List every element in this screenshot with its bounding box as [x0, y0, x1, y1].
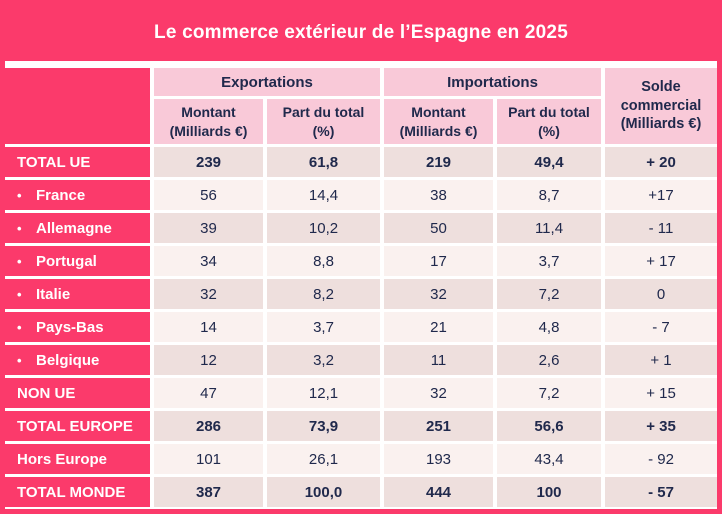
- cell-importations-montant: 38: [384, 180, 493, 210]
- cell-importations-part: 7,2: [497, 378, 601, 408]
- cell-importations-montant: 32: [384, 378, 493, 408]
- cell-solde-commercial: - 92: [605, 444, 717, 474]
- trade-table: Exportations Importations Solde commerci…: [5, 68, 717, 507]
- column-header-importations-montant: Montant (Milliards €): [384, 99, 493, 144]
- bullet-icon: •: [17, 352, 22, 368]
- cell-importations-montant: 219: [384, 147, 493, 177]
- corner-cell: [5, 68, 150, 144]
- cell-exportations-montant: 32: [154, 279, 263, 309]
- cell-importations-part: 56,6: [497, 411, 601, 441]
- row-label: TOTAL MONDE: [17, 483, 126, 501]
- bullet-icon: •: [17, 319, 22, 335]
- cell-exportations-montant: 47: [154, 378, 263, 408]
- row-label: Portugal: [36, 252, 97, 270]
- cell-exportations-part: 61,8: [267, 147, 380, 177]
- cell-exportations-part: 100,0: [267, 477, 380, 507]
- cell-importations-part: 2,6: [497, 345, 601, 375]
- row-label: France: [36, 186, 86, 204]
- row-header-total-ue: • TOTAL UE: [5, 147, 150, 177]
- row-label: TOTAL UE: [17, 153, 91, 171]
- column-group-exportations: Exportations: [154, 68, 380, 96]
- cell-exportations-montant: 39: [154, 213, 263, 243]
- cell-exportations-montant: 286: [154, 411, 263, 441]
- row-header-pays-bas: • Pays-Bas: [5, 312, 150, 342]
- cell-exportations-montant: 34: [154, 246, 263, 276]
- cell-exportations-montant: 14: [154, 312, 263, 342]
- row-header-belgique: • Belgique: [5, 345, 150, 375]
- cell-importations-part: 49,4: [497, 147, 601, 177]
- cell-solde-commercial: + 17: [605, 246, 717, 276]
- bullet-icon: •: [17, 286, 22, 302]
- bullet-icon: •: [17, 253, 22, 269]
- column-header-solde-commercial: Solde commercial (Milliards €): [605, 68, 717, 144]
- cell-solde-commercial: + 20: [605, 147, 717, 177]
- row-label: TOTAL EUROPE: [17, 417, 133, 435]
- row-label: NON UE: [17, 384, 76, 402]
- row-header-france: • France: [5, 180, 150, 210]
- cell-importations-montant: 21: [384, 312, 493, 342]
- column-header-exportations-part: Part du total (%): [267, 99, 380, 144]
- cell-importations-montant: 251: [384, 411, 493, 441]
- bullet-icon: •: [17, 187, 22, 203]
- cell-exportations-part: 73,9: [267, 411, 380, 441]
- cell-solde-commercial: - 11: [605, 213, 717, 243]
- row-header-total-monde: • TOTAL MONDE: [5, 477, 150, 507]
- cell-importations-montant: 444: [384, 477, 493, 507]
- cell-solde-commercial: - 7: [605, 312, 717, 342]
- title-band: Le commerce extérieur de l’Espagne en 20…: [5, 5, 717, 61]
- column-group-importations: Importations: [384, 68, 601, 96]
- row-header-total-europe: • TOTAL EUROPE: [5, 411, 150, 441]
- cell-importations-montant: 193: [384, 444, 493, 474]
- cell-exportations-part: 10,2: [267, 213, 380, 243]
- cell-importations-part: 100: [497, 477, 601, 507]
- cell-exportations-part: 12,1: [267, 378, 380, 408]
- cell-importations-part: 8,7: [497, 180, 601, 210]
- cell-importations-montant: 32: [384, 279, 493, 309]
- cell-exportations-part: 8,2: [267, 279, 380, 309]
- cell-solde-commercial: + 15: [605, 378, 717, 408]
- row-label: Allemagne: [36, 219, 112, 237]
- cell-exportations-part: 8,8: [267, 246, 380, 276]
- cell-importations-part: 4,8: [497, 312, 601, 342]
- row-label: Belgique: [36, 351, 100, 369]
- cell-exportations-montant: 56: [154, 180, 263, 210]
- cell-importations-part: 7,2: [497, 279, 601, 309]
- cell-solde-commercial: + 1: [605, 345, 717, 375]
- column-header-exportations-montant: Montant (Milliards €): [154, 99, 263, 144]
- bullet-icon: •: [17, 220, 22, 236]
- cell-exportations-part: 14,4: [267, 180, 380, 210]
- page-title: Le commerce extérieur de l’Espagne en 20…: [154, 22, 568, 43]
- cell-solde-commercial: + 35: [605, 411, 717, 441]
- row-label: Italie: [36, 285, 71, 303]
- cell-importations-montant: 11: [384, 345, 493, 375]
- row-header-portugal: • Portugal: [5, 246, 150, 276]
- cell-exportations-part: 3,7: [267, 312, 380, 342]
- cell-importations-montant: 17: [384, 246, 493, 276]
- column-header-importations-part: Part du total (%): [497, 99, 601, 144]
- cell-importations-montant: 50: [384, 213, 493, 243]
- cell-solde-commercial: +17: [605, 180, 717, 210]
- row-header-allemagne: • Allemagne: [5, 213, 150, 243]
- cell-exportations-montant: 101: [154, 444, 263, 474]
- row-header-non-ue: • NON UE: [5, 378, 150, 408]
- cell-solde-commercial: - 57: [605, 477, 717, 507]
- cell-exportations-montant: 239: [154, 147, 263, 177]
- cell-importations-part: 3,7: [497, 246, 601, 276]
- cell-importations-part: 43,4: [497, 444, 601, 474]
- row-header-hors-europe: • Hors Europe: [5, 444, 150, 474]
- row-label: Hors Europe: [17, 450, 108, 468]
- cell-exportations-montant: 387: [154, 477, 263, 507]
- cell-importations-part: 11,4: [497, 213, 601, 243]
- row-header-italie: • Italie: [5, 279, 150, 309]
- cell-solde-commercial: 0: [605, 279, 717, 309]
- cell-exportations-part: 3,2: [267, 345, 380, 375]
- cell-exportations-part: 26,1: [267, 444, 380, 474]
- row-label: Pays-Bas: [36, 318, 104, 336]
- cell-exportations-montant: 12: [154, 345, 263, 375]
